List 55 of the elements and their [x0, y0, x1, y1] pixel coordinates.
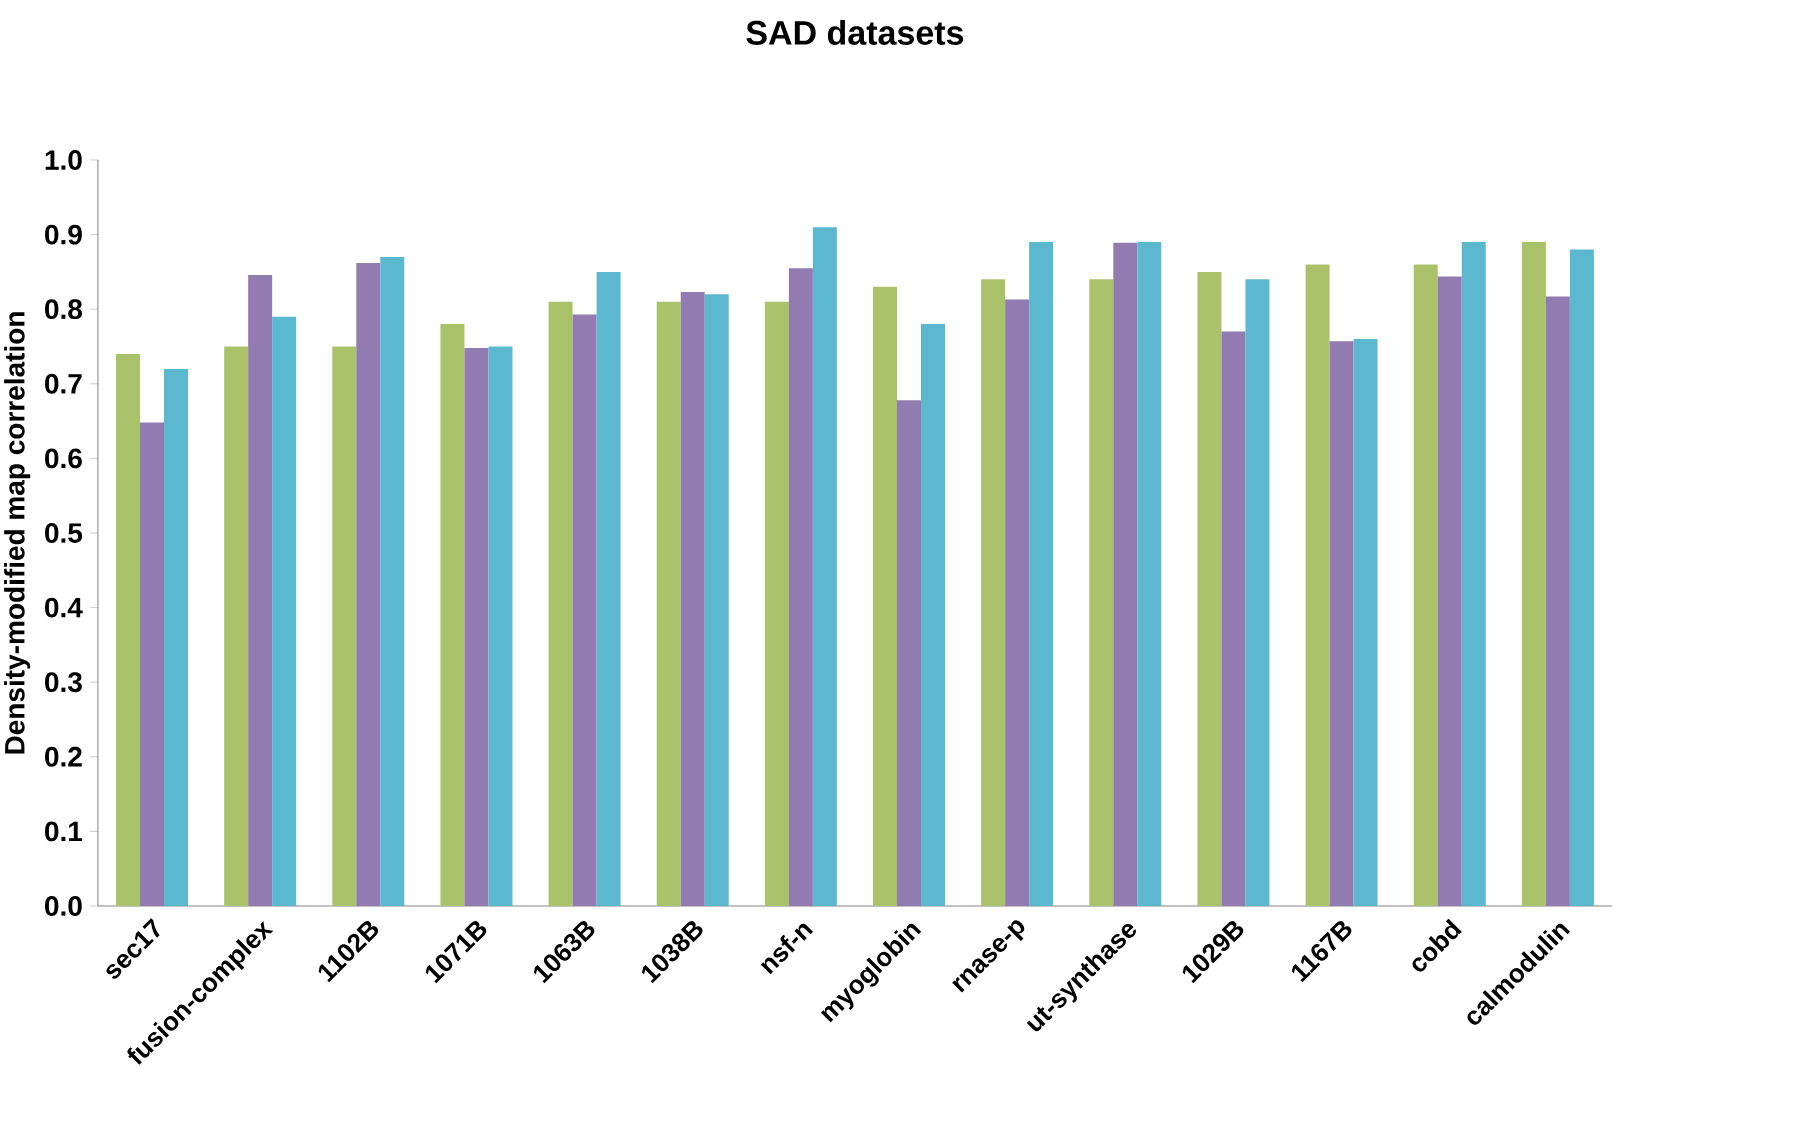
- bar: [897, 400, 922, 906]
- bar: [548, 301, 573, 906]
- bar: [140, 422, 165, 906]
- bar: [921, 324, 946, 906]
- bar: [1137, 242, 1162, 906]
- bar: [1329, 341, 1354, 906]
- bar: [680, 292, 705, 906]
- bar: [596, 271, 621, 906]
- bar: [332, 346, 357, 906]
- bar: [656, 301, 681, 906]
- bar: [1089, 279, 1114, 906]
- bar: [788, 268, 813, 906]
- text: 1.0: [45, 150, 82, 170]
- y-tick-label: 0.4: [45, 597, 83, 618]
- y-tick-label: 0.1: [45, 821, 83, 842]
- bar: [1305, 264, 1330, 906]
- bar: [572, 314, 597, 906]
- bar: [464, 347, 489, 906]
- bar: [1221, 331, 1246, 906]
- bar: [272, 316, 297, 906]
- chart-title: SAD datasets: [746, 19, 964, 45]
- bar: [1521, 242, 1546, 906]
- y-tick-label: 0.8: [45, 299, 83, 320]
- bar: [356, 262, 381, 906]
- y-tick-label: 0.6: [45, 448, 82, 469]
- bar: [1461, 242, 1486, 906]
- bar: [1437, 276, 1462, 906]
- bar: [1245, 279, 1270, 906]
- bar: [440, 324, 465, 906]
- y-axis-title: Density-modified map correlation: [4, 312, 31, 754]
- bar: [1545, 296, 1570, 906]
- y-tick-label: 0.7: [45, 373, 82, 394]
- y-tick-label: 0.3: [45, 672, 82, 693]
- bar: [1005, 299, 1030, 906]
- bar: [380, 256, 405, 906]
- bar: [1413, 264, 1438, 906]
- bar: [116, 353, 141, 906]
- bar: [764, 301, 789, 906]
- text: 0.0: [45, 896, 82, 916]
- bar: [1029, 242, 1054, 906]
- bar: [1197, 271, 1222, 906]
- bar: [224, 346, 249, 906]
- bar: [164, 368, 189, 906]
- bar: [248, 274, 273, 906]
- bar: [1353, 339, 1378, 906]
- bar: [981, 279, 1006, 906]
- bar: [704, 294, 729, 906]
- bar: [1113, 242, 1138, 906]
- bar: [1569, 249, 1594, 906]
- y-tick-label: 0.2: [45, 746, 82, 767]
- bar: [812, 227, 837, 906]
- y-tick-label: 0.9: [45, 224, 82, 245]
- y-tick-label: 0.5: [45, 523, 83, 543]
- bar: [488, 346, 513, 906]
- bar: [873, 286, 898, 906]
